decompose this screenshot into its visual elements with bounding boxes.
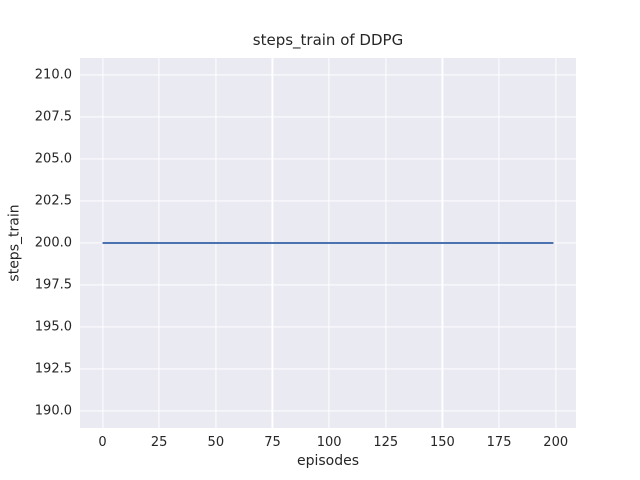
y-tick-label: 197.5: [34, 277, 72, 293]
chart-title: steps_train of DDPG: [252, 31, 404, 49]
y-tick-label: 192.5: [34, 361, 72, 377]
y-tick-label: 195.0: [34, 319, 72, 335]
y-gridline: [80, 116, 576, 118]
x-tick-label: 200: [543, 435, 569, 450]
plot-area: [80, 58, 576, 428]
x-axis-label: episodes: [296, 453, 360, 469]
y-gridline: [80, 284, 576, 286]
x-tick-label: 75: [264, 435, 281, 450]
y-gridline: [80, 368, 576, 370]
data-series-layer: [80, 58, 576, 428]
y-gridline: [80, 200, 576, 202]
y-tick-label: 210.0: [34, 67, 72, 83]
x-tick-label: 25: [150, 435, 168, 450]
y-gridline: [80, 158, 576, 160]
y-gridline: [80, 410, 576, 412]
x-tick-label: 50: [207, 435, 225, 450]
y-tick-label: 200.0: [34, 235, 72, 251]
x-tick-label: 175: [486, 435, 512, 450]
y-tick-label: 207.5: [34, 109, 72, 125]
x-tick-label: 0: [98, 435, 107, 450]
y-axis-ticks: 190.0 192.5 195.0 197.5 200.0 202.5 205.0 207.5…: [0, 58, 72, 428]
y-tick-label: 205.0: [34, 151, 72, 167]
x-tick-label: 125: [373, 435, 399, 450]
y-tick-label: 190.0: [34, 403, 72, 419]
x-tick-label: 150: [430, 435, 455, 450]
x-tick-label: 100: [316, 435, 342, 450]
x-axis-ticks: 0 25 50 75 100 125 150 175 200: [80, 436, 576, 452]
y-gridline: [80, 74, 576, 76]
y-tick-label: 202.5: [34, 193, 72, 209]
y-gridline: [80, 326, 576, 328]
